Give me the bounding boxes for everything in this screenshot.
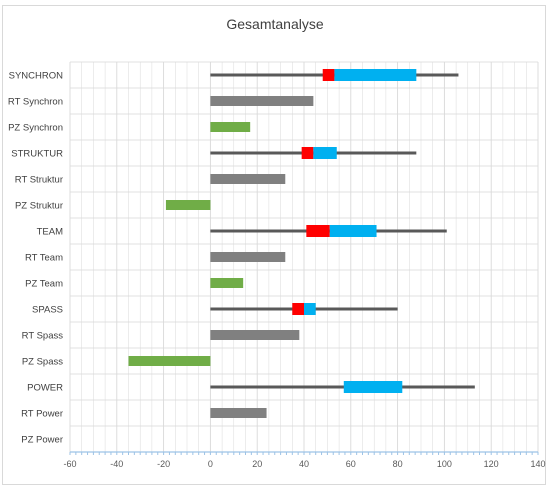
category-label: SYNCHRON — [9, 71, 64, 82]
x-tick-label: 0 — [208, 459, 213, 469]
bar — [128, 356, 211, 366]
category-label: STRUKTUR — [11, 149, 63, 160]
x-tick-label: 100 — [437, 459, 452, 469]
red-segment — [306, 225, 330, 237]
x-tick-label: 60 — [346, 459, 356, 469]
grid-lines — [69, 61, 539, 453]
category-label: PZ Team — [25, 279, 63, 290]
bar — [210, 330, 300, 340]
category-label: RT Synchron — [8, 97, 63, 108]
x-tick-label: 20 — [252, 459, 262, 469]
blue-segment — [329, 225, 377, 237]
x-axis: -60 -40 -20 0 20 40 60 80 100 120 140 — [63, 451, 546, 469]
category-label: SPASS — [32, 305, 63, 316]
category-labels: SYNCHRON RT Synchron PZ Synchron STRUKTUR RT… — [8, 71, 63, 446]
x-tick-label: 80 — [393, 459, 403, 469]
bar — [210, 408, 267, 418]
category-label: PZ Struktur — [15, 201, 63, 212]
chart-marks — [128, 69, 475, 418]
x-tick-label: -40 — [110, 459, 123, 469]
bar — [165, 200, 211, 210]
category-label: POWER — [27, 383, 63, 394]
bar — [210, 174, 286, 184]
bar — [210, 96, 314, 106]
category-label: RT Spass — [22, 331, 64, 342]
blue-segment — [313, 147, 337, 159]
x-tick-label: 120 — [484, 459, 499, 469]
category-label: PZ Power — [21, 435, 63, 446]
x-tick-label: 40 — [299, 459, 309, 469]
category-label: PZ Spass — [22, 357, 63, 368]
category-label: PZ Synchron — [8, 123, 63, 134]
category-label: RT Struktur — [15, 175, 63, 186]
category-label: RT Power — [21, 409, 63, 420]
category-label: TEAM — [37, 227, 63, 238]
x-tick-label: 140 — [530, 459, 545, 469]
blue-segment — [304, 303, 316, 315]
red-segment — [322, 69, 335, 81]
red-segment — [292, 303, 304, 315]
bar — [210, 252, 286, 262]
chart-frame — [2, 5, 546, 485]
bar — [210, 122, 251, 132]
x-tick-label: -20 — [157, 459, 170, 469]
chart-title: Gesamtanalyse — [226, 16, 324, 32]
x-tick-label: -60 — [63, 459, 76, 469]
blue-segment — [343, 381, 403, 393]
bar — [210, 278, 244, 288]
category-label: RT Team — [25, 253, 63, 264]
blue-segment — [334, 69, 417, 81]
red-segment — [301, 147, 314, 159]
